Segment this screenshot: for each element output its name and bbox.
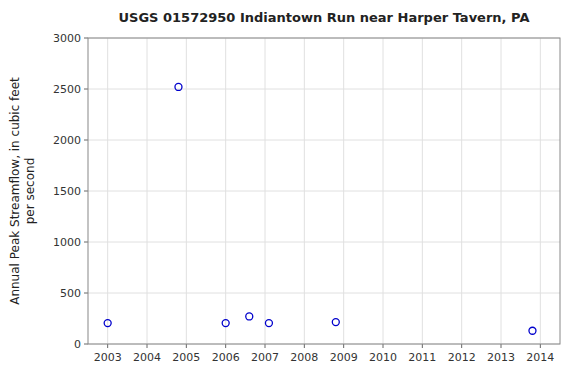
x-tick-label: 2003 <box>94 351 122 364</box>
title: USGS 01572950 Indiantown Run near Harper… <box>119 10 530 25</box>
y-tick <box>84 38 88 39</box>
y-tick-label: 500 <box>60 287 81 300</box>
x-tick <box>540 344 541 348</box>
point <box>332 319 339 326</box>
points <box>104 83 536 334</box>
x-tick <box>343 344 344 348</box>
y-grid-line <box>88 140 560 141</box>
plot-frame <box>88 38 560 344</box>
y-tick-label: 3000 <box>53 32 81 45</box>
x-tick-label: 2011 <box>408 351 436 364</box>
x-tick <box>304 344 305 348</box>
y-tick-label: 0 <box>74 338 81 351</box>
y-tick <box>84 242 88 243</box>
y-grid-line <box>88 293 560 294</box>
x-tick-label: 2004 <box>133 351 161 364</box>
x-tick <box>383 344 384 348</box>
point <box>104 320 111 327</box>
y-tick <box>84 344 88 345</box>
x-tick <box>422 344 423 348</box>
y-grid-line <box>88 191 560 192</box>
point <box>246 313 253 320</box>
x-tick-label: 2009 <box>330 351 358 364</box>
x-tick-label: 2007 <box>251 351 279 364</box>
x-tick <box>225 344 226 348</box>
x-tick <box>107 344 108 348</box>
x-tick-label: 2005 <box>172 351 200 364</box>
y-tick-label: 1500 <box>53 185 81 198</box>
axes: 2003 2004 2005 2006 2007 2008 2009 2010 2011 2012… <box>53 32 554 364</box>
y-tick <box>84 89 88 90</box>
point <box>265 320 272 327</box>
x-tick <box>147 344 148 348</box>
x-tick <box>186 344 187 348</box>
x-tick-label: 2008 <box>290 351 318 364</box>
y-axis-label: Annual Peak Streamflow, in cubic feetper… <box>8 77 37 305</box>
y-tick <box>84 293 88 294</box>
y-tick-label: 2500 <box>53 83 81 96</box>
x-tick-label: 2010 <box>369 351 397 364</box>
x-tick-label: 2012 <box>448 351 476 364</box>
y-tick <box>84 140 88 141</box>
x-tick <box>265 344 266 348</box>
grid <box>88 38 560 344</box>
background <box>0 0 576 384</box>
x-tick-label: 2014 <box>526 351 554 364</box>
y-grid-line <box>88 89 560 90</box>
x-tick-label: 2006 <box>212 351 240 364</box>
y-grid-line <box>88 242 560 243</box>
x-tick <box>501 344 502 348</box>
x-tick-label: 2013 <box>487 351 515 364</box>
y-tick-label: 1000 <box>53 236 81 249</box>
point <box>529 327 536 334</box>
point <box>175 83 182 90</box>
y-tick-label: 2000 <box>53 134 81 147</box>
point <box>222 320 229 327</box>
y-tick <box>84 191 88 192</box>
x-tick <box>461 344 462 348</box>
chart: 2003 2004 2005 2006 2007 2008 2009 2010 2011 2012… <box>0 0 576 384</box>
